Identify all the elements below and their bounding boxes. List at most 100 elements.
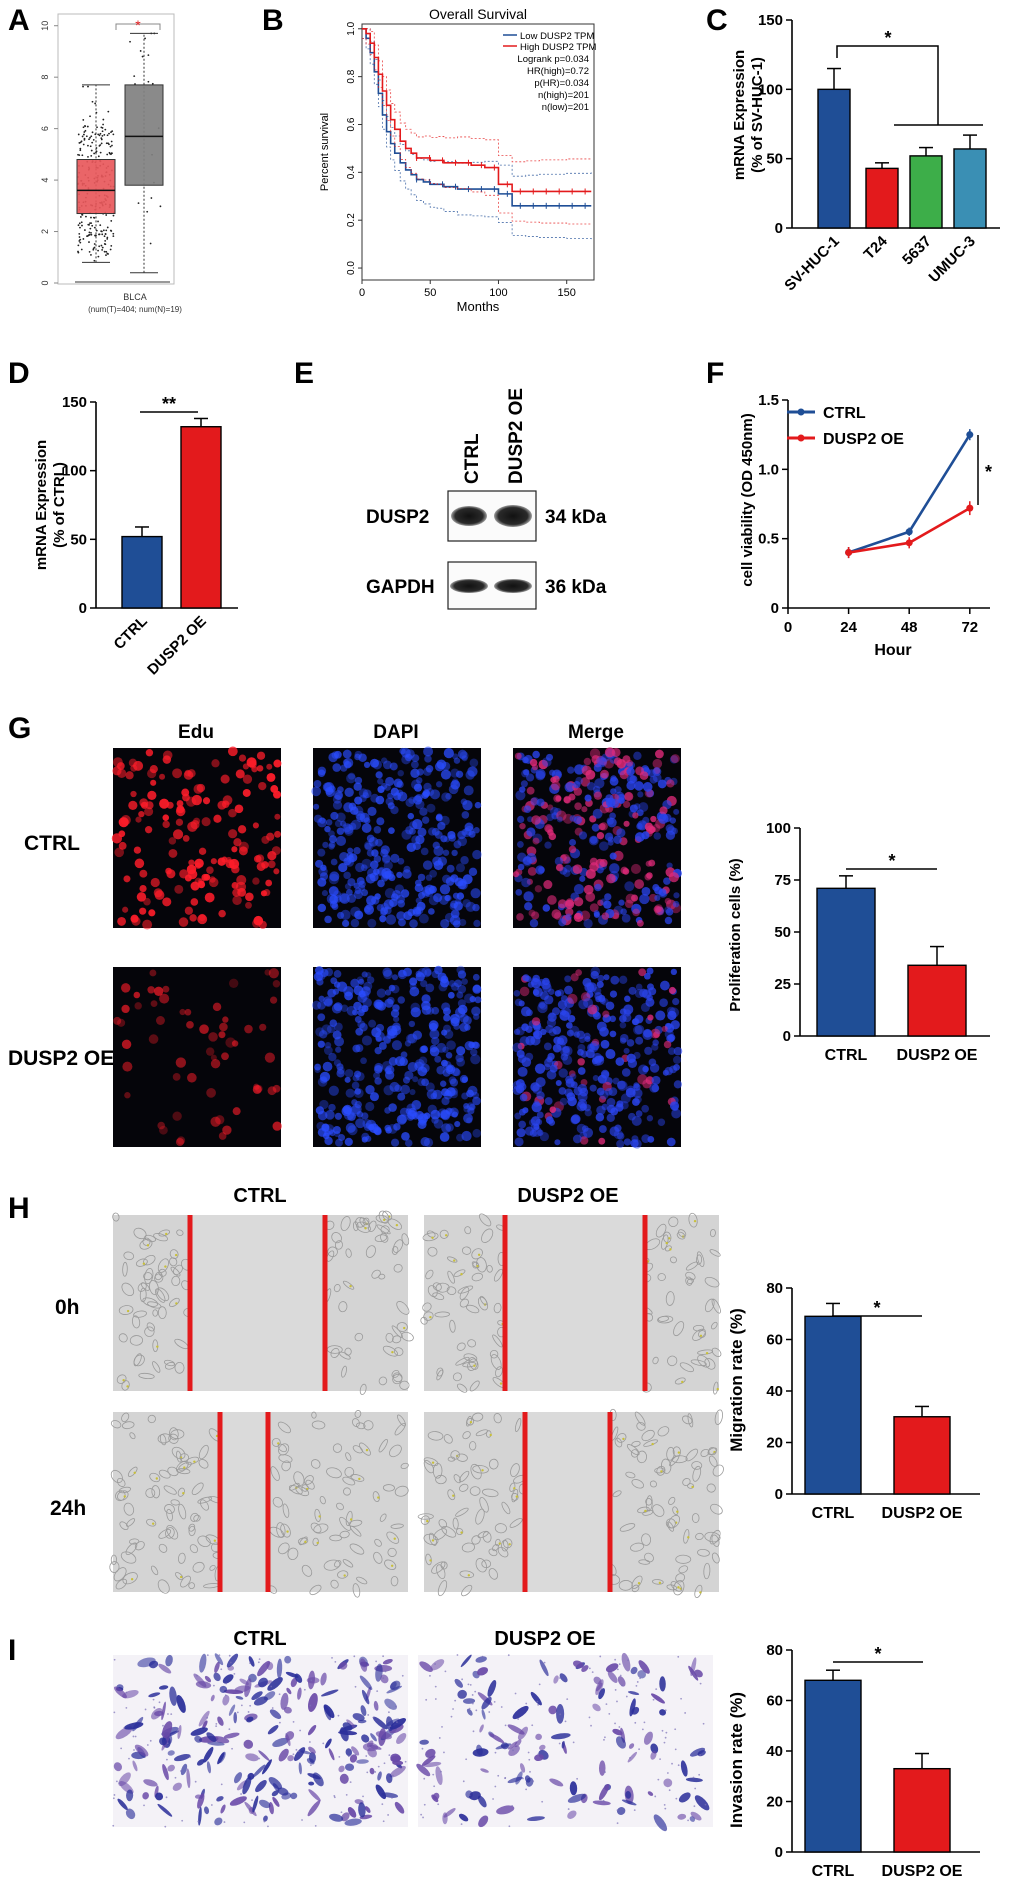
nucleus bbox=[472, 1096, 481, 1106]
data-point bbox=[78, 222, 81, 225]
cell bbox=[188, 1525, 196, 1537]
invaded-cell bbox=[228, 1704, 236, 1716]
data-point bbox=[87, 234, 90, 237]
nucleus bbox=[339, 893, 350, 904]
nucleus bbox=[210, 1116, 221, 1127]
membrane-pore bbox=[112, 1797, 115, 1800]
nucleus bbox=[354, 1015, 362, 1023]
invaded-cell bbox=[421, 1755, 436, 1766]
invaded-cell bbox=[216, 1796, 224, 1802]
nucleus bbox=[610, 975, 620, 985]
nucleus bbox=[222, 1125, 232, 1135]
nucleus bbox=[421, 1078, 429, 1087]
nucleus bbox=[324, 825, 331, 833]
nucleus bbox=[597, 974, 605, 982]
nucleus bbox=[418, 1115, 427, 1125]
membrane-pore bbox=[567, 1808, 570, 1810]
nucleus bbox=[540, 991, 549, 1001]
nucleus bbox=[150, 877, 160, 888]
scratch-edge-right bbox=[607, 1412, 613, 1592]
invaded-cell bbox=[222, 1695, 230, 1706]
membrane-pore bbox=[144, 1708, 147, 1711]
panel-g-col-dapi: DAPI bbox=[373, 722, 418, 743]
nucleus bbox=[368, 1124, 375, 1131]
membrane-pore bbox=[440, 1770, 442, 1773]
invaded-cell bbox=[344, 1763, 355, 1771]
nucleus bbox=[580, 777, 591, 787]
data-point bbox=[82, 119, 85, 121]
nucleus bbox=[344, 1076, 351, 1083]
nucleus bbox=[375, 771, 383, 779]
nucleus bbox=[121, 1039, 132, 1050]
nucleus bbox=[324, 915, 332, 924]
cell bbox=[475, 1429, 488, 1437]
nucleus bbox=[373, 826, 382, 834]
nucleus bbox=[545, 753, 554, 761]
membrane-pore bbox=[618, 1726, 621, 1728]
invaded-cell bbox=[592, 1800, 611, 1806]
y-tick-label: 10 bbox=[40, 21, 50, 31]
nucleus bbox=[525, 1052, 534, 1061]
cell bbox=[352, 1445, 363, 1454]
invaded-cell bbox=[338, 1765, 345, 1773]
nucleus bbox=[517, 815, 525, 824]
invaded-cell bbox=[252, 1764, 266, 1778]
nucleus bbox=[206, 1087, 216, 1098]
nucleus bbox=[593, 910, 600, 917]
cell bbox=[714, 1409, 723, 1425]
nucleus bbox=[390, 1138, 400, 1147]
nucleus bbox=[135, 816, 142, 823]
nucleus bbox=[344, 1137, 353, 1146]
nucleus bbox=[601, 912, 610, 920]
nucleus bbox=[578, 831, 588, 840]
nucleus bbox=[411, 1100, 422, 1110]
nucleus bbox=[335, 835, 347, 846]
nucleus bbox=[665, 830, 676, 840]
cell bbox=[110, 1554, 117, 1566]
nucleus bbox=[457, 749, 468, 759]
nucleus bbox=[549, 769, 556, 776]
membrane-pore bbox=[572, 1741, 575, 1744]
nucleus bbox=[517, 1066, 528, 1077]
data-point bbox=[108, 143, 110, 146]
nucleus bbox=[641, 1134, 651, 1143]
nucleus bbox=[598, 1137, 606, 1145]
membrane-pore bbox=[366, 1771, 369, 1774]
nucleus bbox=[552, 775, 560, 783]
cell bbox=[641, 1533, 652, 1546]
membrane-pore bbox=[471, 1702, 474, 1705]
panel-b-ylabel: Percent survival bbox=[319, 113, 331, 191]
cell bbox=[387, 1547, 397, 1557]
nucleus bbox=[314, 1063, 322, 1071]
cell bbox=[394, 1422, 406, 1436]
nucleus bbox=[252, 1084, 262, 1094]
nucleus bbox=[212, 1002, 222, 1012]
cell-debris bbox=[477, 1253, 481, 1256]
scratch-oe-0h bbox=[420, 1212, 722, 1395]
invaded-cell bbox=[369, 1767, 375, 1775]
nucleus bbox=[648, 859, 656, 867]
nucleus bbox=[375, 795, 385, 805]
cell-debris bbox=[693, 1219, 697, 1223]
cell-debris bbox=[699, 1334, 703, 1338]
cell bbox=[109, 1561, 120, 1573]
nucleus bbox=[591, 1038, 600, 1047]
membrane-pore bbox=[616, 1700, 618, 1703]
nucleus bbox=[215, 1115, 225, 1125]
membrane-pore bbox=[576, 1777, 579, 1780]
micrograph-dapi-oe bbox=[312, 965, 482, 1148]
membrane-pore bbox=[375, 1660, 378, 1663]
cell bbox=[439, 1229, 449, 1239]
nucleus bbox=[344, 826, 354, 836]
membrane-pore bbox=[331, 1656, 333, 1659]
nucleus bbox=[266, 763, 273, 770]
nucleus bbox=[609, 863, 620, 874]
nucleus bbox=[147, 790, 157, 800]
nucleus bbox=[448, 784, 459, 795]
nucleus bbox=[269, 996, 278, 1004]
invaded-cell bbox=[643, 1731, 653, 1745]
cell bbox=[666, 1446, 675, 1461]
panel-letter-f: F bbox=[706, 357, 724, 390]
